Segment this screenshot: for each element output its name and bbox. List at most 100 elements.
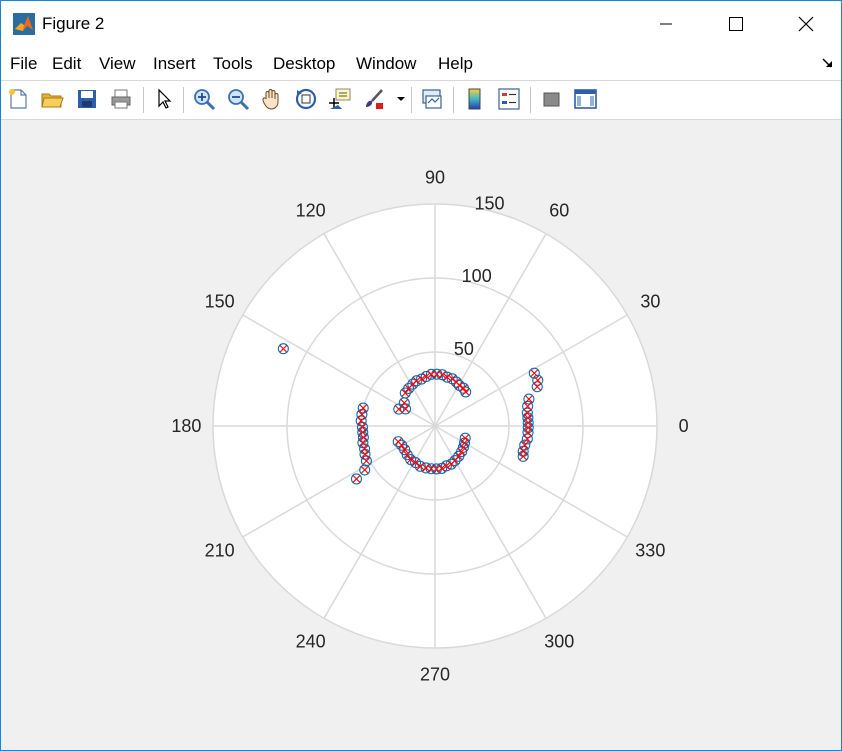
cross-marker: [403, 450, 412, 459]
circle-marker: [359, 464, 371, 476]
theta-tick-label: 240: [296, 631, 326, 651]
theta-tick-label: 150: [205, 292, 235, 312]
rotate-3d-button[interactable]: [293, 86, 319, 112]
new-figure-button[interactable]: [5, 86, 31, 112]
dock-figure-icon[interactable]: [821, 56, 835, 70]
menu-edit[interactable]: Edit: [52, 54, 82, 73]
maximize-button[interactable]: [701, 1, 771, 47]
figure-canvas[interactable]: 0 30 60 90 120 150 180 210 240 270 300 330 50 100 150: [1, 120, 841, 750]
pan-button[interactable]: [259, 86, 285, 112]
data-cursor-icon: [329, 88, 351, 109]
cross-marker: [455, 381, 464, 390]
menu-desktop[interactable]: Desktop: [273, 54, 336, 73]
circle-marker: [531, 381, 543, 393]
brush-button[interactable]: [361, 86, 387, 112]
menu-window[interactable]: Window: [356, 54, 417, 73]
cross-marker: [457, 447, 466, 456]
cross-marker: [454, 452, 463, 461]
menu-bar: File Edit View Insert Tools Desktop Wind…: [1, 47, 841, 81]
cross-marker: [412, 376, 421, 385]
theta-tick-label: 180: [171, 416, 201, 436]
brush-icon: [366, 89, 383, 109]
hide-plot-tools-button[interactable]: [538, 86, 564, 112]
link-plot-button[interactable]: [419, 86, 445, 112]
circle-marker: [414, 460, 426, 472]
cross-marker: [360, 465, 369, 474]
cross-marker: [442, 461, 451, 470]
cross-marker: [523, 434, 532, 443]
circle-marker: [277, 343, 289, 355]
circle-marker: [450, 376, 462, 388]
zoom-out-button[interactable]: [225, 86, 251, 112]
circle-marker: [420, 370, 432, 382]
circle-marker: [441, 371, 453, 383]
circle-marker: [445, 458, 457, 470]
circle-marker: [411, 375, 423, 387]
cross-marker: [416, 462, 425, 471]
theta-tick-label: 300: [544, 631, 574, 651]
pan-icon: [262, 89, 279, 110]
circle-marker: [440, 460, 452, 472]
cross-marker: [279, 344, 288, 353]
cross-marker: [401, 389, 410, 397]
cross-marker: [357, 416, 366, 425]
cross-marker: [520, 441, 529, 450]
figure-toolbar: [1, 81, 841, 120]
cross-marker: [437, 464, 446, 473]
cross-marker: [362, 456, 371, 465]
theta-gridline: [434, 233, 547, 427]
r-tick-label: 50: [454, 339, 474, 359]
cross-marker: [359, 404, 368, 413]
circle-marker: [350, 473, 363, 485]
cross-marker: [400, 445, 409, 454]
toolbar-separator: [453, 87, 454, 113]
r-gridline: [212, 203, 658, 649]
zoom-in-button[interactable]: [191, 86, 217, 112]
brush-dropdown-icon: [397, 97, 405, 101]
matlab-logo-icon: [13, 13, 35, 35]
show-plot-tools-icon: [574, 89, 597, 109]
menu-help[interactable]: Help: [438, 54, 473, 73]
insert-colorbar-icon: [468, 88, 481, 110]
save-icon: [78, 90, 96, 108]
cross-marker: [397, 441, 406, 450]
print-button[interactable]: [108, 86, 134, 112]
new-figure-icon: [9, 89, 27, 109]
circle-marker: [403, 382, 415, 394]
menu-view[interactable]: View: [99, 54, 136, 73]
open-file-icon: [41, 93, 64, 108]
edit-plot-button[interactable]: [151, 86, 177, 112]
maximize-icon: [729, 17, 743, 31]
insert-legend-button[interactable]: [496, 86, 522, 112]
r-tick-label: 150: [475, 193, 505, 213]
r-gridline: [286, 277, 584, 575]
data-cursor-button[interactable]: [327, 86, 353, 112]
show-plot-tools-button[interactable]: [572, 86, 598, 112]
cross-marker: [411, 458, 420, 467]
menu-file[interactable]: File: [10, 54, 38, 73]
cross-marker: [422, 372, 431, 381]
cross-marker: [461, 434, 470, 443]
toolbar-separator: [143, 87, 144, 113]
close-button[interactable]: [771, 1, 841, 47]
window-title: Figure 2: [42, 14, 105, 33]
open-file-button[interactable]: [39, 86, 65, 112]
circle-marker: [523, 393, 535, 405]
theta-tick-label: 30: [640, 292, 660, 312]
cross-marker: [358, 438, 367, 447]
cross-marker: [533, 382, 542, 391]
save-button[interactable]: [74, 86, 100, 112]
polar-plot[interactable]: 0 30 60 90 120 150 180 210 240 270 300 330 50 100 150: [1, 120, 841, 750]
cross-marker: [461, 387, 470, 396]
cross-marker: [519, 452, 528, 461]
insert-colorbar-button[interactable]: [462, 86, 488, 112]
minimize-button[interactable]: [631, 1, 701, 47]
hide-plot-tools-icon: [543, 92, 560, 107]
menu-tools[interactable]: Tools: [213, 54, 253, 73]
brush-dropdown-button[interactable]: [394, 86, 408, 112]
toolbar-separator: [183, 87, 184, 113]
title-bar[interactable]: Figure 2: [1, 1, 841, 47]
zoom-out-icon: [228, 89, 250, 111]
toolbar-separator: [411, 87, 412, 113]
menu-insert[interactable]: Insert: [153, 54, 196, 73]
